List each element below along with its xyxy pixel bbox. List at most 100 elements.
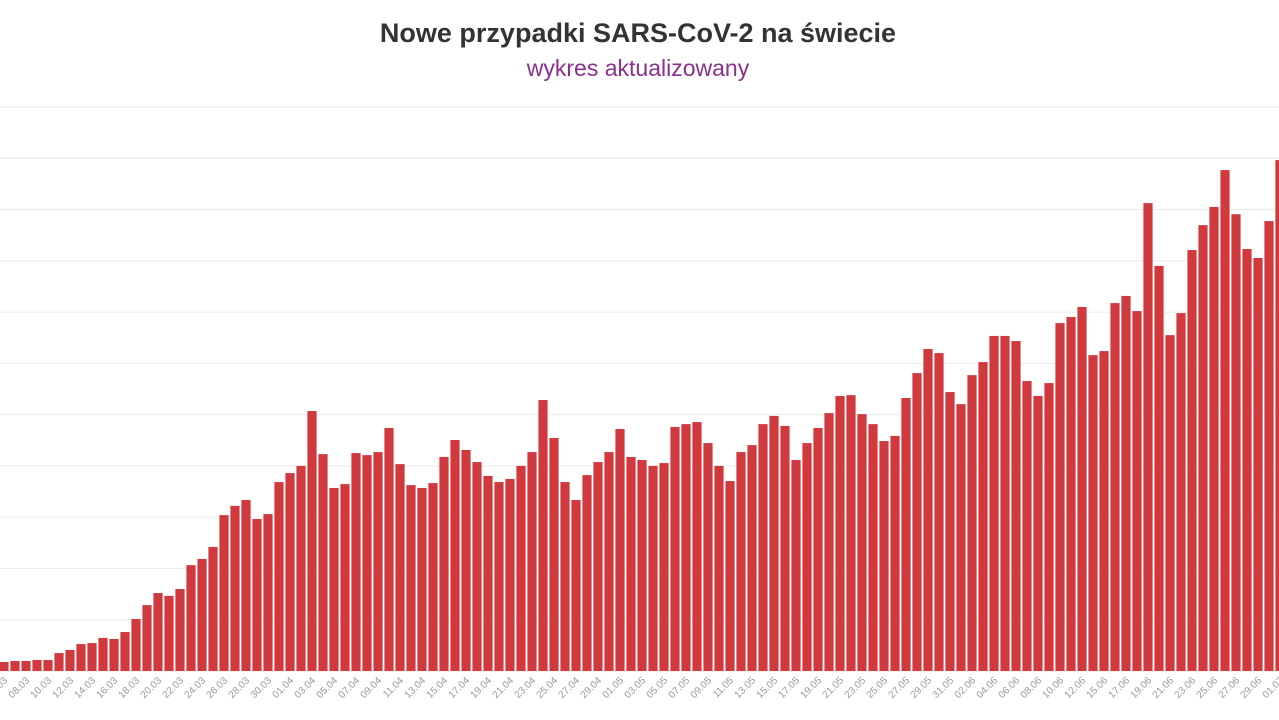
bar (417, 487, 427, 671)
x-tick-label: 29.06 (1239, 675, 1265, 701)
bar (582, 475, 592, 671)
bar (439, 456, 449, 671)
x-tick-label: 29.05 (909, 675, 935, 701)
x-tick-label: 10.06 (1041, 675, 1067, 701)
bar (395, 464, 405, 671)
bar (703, 443, 713, 671)
bar (527, 452, 537, 671)
bar (384, 427, 394, 671)
x-tick-label: 15.04 (425, 675, 451, 701)
x-tick-label: 13.05 (733, 675, 759, 701)
x-tick-label: 30.03 (249, 675, 275, 701)
x-tick-label: 12.03 (51, 675, 77, 701)
bar (813, 427, 823, 671)
x-tick-label: 17.06 (1107, 675, 1133, 701)
bar (1055, 323, 1065, 671)
x-tick-label: 17.05 (777, 675, 803, 701)
bar (934, 353, 944, 671)
bar (1121, 295, 1131, 671)
x-tick-label: 01.07 (1261, 675, 1279, 701)
bar (1132, 311, 1142, 671)
x-tick-label: 03.04 (293, 675, 319, 701)
bar (1099, 351, 1109, 671)
bar (538, 400, 548, 671)
bar (670, 426, 680, 671)
bar (230, 505, 240, 671)
bar (1264, 221, 1274, 671)
bar (109, 638, 119, 671)
bar (21, 661, 31, 671)
bar (0, 662, 9, 671)
bar (516, 465, 526, 671)
bar (1077, 306, 1087, 671)
bar (923, 349, 933, 671)
bar (461, 450, 471, 671)
bar (725, 481, 735, 671)
bar (1143, 203, 1153, 672)
bar (615, 428, 625, 671)
x-tick-label: 15.05 (755, 675, 781, 701)
x-tick-label: 27.05 (887, 675, 913, 701)
bar (186, 565, 196, 671)
bar (1198, 225, 1208, 671)
bar (208, 546, 218, 671)
bar (802, 443, 812, 671)
bar (10, 661, 20, 671)
x-tick-label: 11.04 (381, 675, 406, 700)
x-tick-label: 22.03 (161, 675, 187, 701)
bar (175, 588, 185, 671)
bar (307, 411, 317, 671)
x-tick-label: 08.06 (1019, 675, 1045, 701)
bar (120, 632, 130, 671)
x-tick-label: 07.04 (337, 675, 363, 701)
bar (1011, 341, 1021, 671)
x-tick-label: 02.06 (953, 675, 979, 701)
bar (1165, 335, 1175, 671)
bar (791, 460, 801, 671)
bar (164, 595, 174, 671)
x-tick-label: 31.05 (931, 675, 957, 701)
bar (54, 653, 64, 671)
x-tick-label: 21.06 (1151, 675, 1177, 701)
bar (659, 463, 669, 671)
x-tick-label: 23.04 (513, 675, 539, 701)
bar (747, 445, 757, 671)
x-tick-label: 28.03 (227, 675, 253, 701)
bar (1000, 335, 1010, 671)
bar (373, 452, 383, 671)
bar (1176, 313, 1186, 671)
bar (153, 593, 163, 671)
bar (626, 456, 636, 671)
bar (340, 484, 350, 671)
bar (32, 659, 42, 671)
bar (1088, 355, 1098, 671)
x-tick-label: 19.04 (469, 675, 495, 701)
x-tick-label: 25.04 (535, 675, 561, 701)
bar (835, 395, 845, 671)
x-tick-label: 19.06 (1129, 675, 1155, 701)
bar (1187, 250, 1197, 671)
bar (285, 473, 295, 671)
bar (131, 618, 141, 671)
bar (901, 397, 911, 671)
bar (1242, 249, 1252, 671)
x-tick-label: 29.04 (579, 675, 605, 701)
x-tick-label: 23.06 (1173, 675, 1199, 701)
bar (1044, 383, 1054, 671)
bar (956, 404, 966, 671)
x-tick-label: 23.05 (843, 675, 869, 701)
bar (142, 605, 152, 671)
bar (1154, 265, 1164, 671)
bar (87, 643, 97, 671)
x-tick-label: 06.06 (997, 675, 1023, 701)
x-tick-label: 08.03 (7, 675, 33, 701)
bar (989, 335, 999, 671)
x-tick-label: 25.06 (1195, 675, 1221, 701)
bar (912, 373, 922, 671)
bar (406, 485, 416, 671)
bar (780, 425, 790, 671)
x-tick-label: 04.06 (975, 675, 1001, 701)
bar (351, 453, 361, 671)
bar (1110, 303, 1120, 671)
